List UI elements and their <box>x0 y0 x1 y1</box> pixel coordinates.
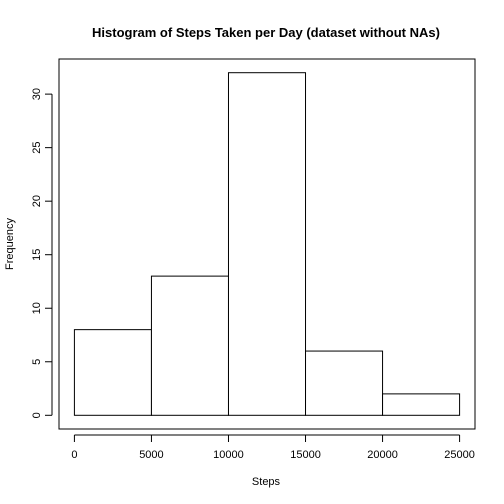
y-tick-label-2: 10 <box>31 302 43 314</box>
x-axis-label: Steps <box>252 476 281 488</box>
bar-4 <box>382 393 461 416</box>
y-tick-label-4: 20 <box>31 195 43 207</box>
x-tick-label-4: 20000 <box>367 449 398 461</box>
bar-2 <box>227 72 307 416</box>
plot-area-frame <box>58 58 476 430</box>
y-tick-label-1: 5 <box>31 359 43 365</box>
x-tick-label-2: 10000 <box>213 449 244 461</box>
y-tick-label-0: 0 <box>31 412 43 418</box>
x-tick-label-0: 0 <box>71 449 77 461</box>
bars-group <box>73 72 461 416</box>
y-axis: 0 5 10 15 20 25 30 <box>31 88 53 418</box>
x-axis: 0 5000 10000 15000 20000 25000 <box>71 434 475 461</box>
y-tick-label-6: 30 <box>31 88 43 100</box>
y-tick-label-5: 25 <box>31 142 43 154</box>
x-tick-label-1: 5000 <box>139 449 163 461</box>
x-tick-label-5: 25000 <box>444 449 475 461</box>
bar-3 <box>305 350 384 416</box>
bar-0 <box>73 329 152 416</box>
bar-1 <box>150 275 229 416</box>
x-tick-label-3: 15000 <box>290 449 321 461</box>
chart-title: Histogram of Steps Taken per Day (datase… <box>92 25 440 40</box>
y-axis-label: Frequency <box>4 218 16 270</box>
y-tick-label-3: 15 <box>31 249 43 261</box>
